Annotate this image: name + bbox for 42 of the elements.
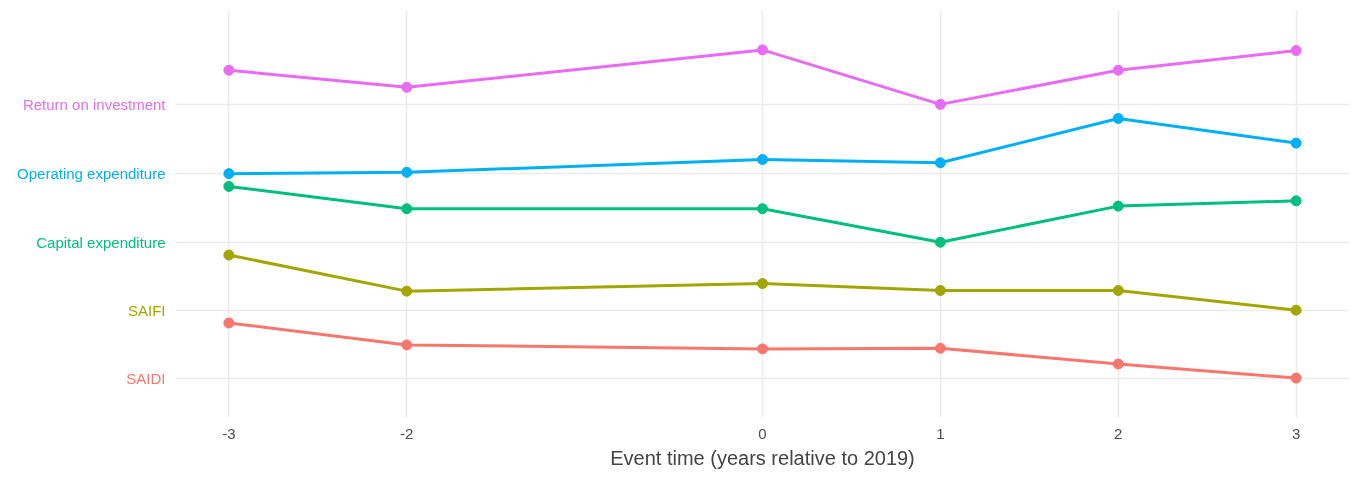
- point: [1112, 284, 1124, 296]
- text: Operating expenditure: [17, 165, 166, 183]
- point: [1290, 195, 1302, 207]
- x-tick-label: 0: [758, 424, 767, 442]
- x-axis-title: Event time (years relative to 2019): [610, 446, 915, 469]
- point: [934, 98, 946, 110]
- point: [1112, 113, 1124, 124]
- text: Return on investment: [22, 95, 167, 113]
- x-tick-label: 2: [1114, 424, 1123, 442]
- point: [1112, 64, 1124, 76]
- point: [223, 249, 235, 261]
- point: [401, 81, 413, 93]
- point: [401, 285, 413, 297]
- point: [757, 203, 768, 215]
- point: [757, 44, 768, 56]
- point: [401, 166, 413, 178]
- point: [401, 203, 413, 215]
- point: [757, 343, 768, 355]
- point: [757, 154, 768, 165]
- point: [223, 64, 235, 76]
- text: Capital expenditure: [36, 233, 166, 251]
- x-tick-label: 3: [1291, 424, 1301, 442]
- point: [1290, 304, 1302, 316]
- point: [934, 236, 946, 248]
- point: [934, 284, 946, 296]
- point: [1290, 45, 1302, 57]
- point: [934, 342, 946, 354]
- point: [401, 339, 413, 351]
- point: [757, 278, 768, 290]
- x-tick-label: -3: [222, 424, 236, 442]
- x-tick-label: -2: [400, 424, 414, 442]
- point: [1112, 358, 1124, 370]
- x-tick-label: 1: [936, 424, 945, 442]
- point: [934, 157, 946, 169]
- point: [223, 168, 235, 180]
- point: [1290, 137, 1302, 149]
- point: [223, 180, 235, 192]
- point: [1290, 372, 1302, 384]
- text: SAIDI: [126, 369, 166, 387]
- point: [223, 317, 235, 329]
- text: SAIFI: [127, 301, 166, 319]
- point: [1112, 200, 1124, 212]
